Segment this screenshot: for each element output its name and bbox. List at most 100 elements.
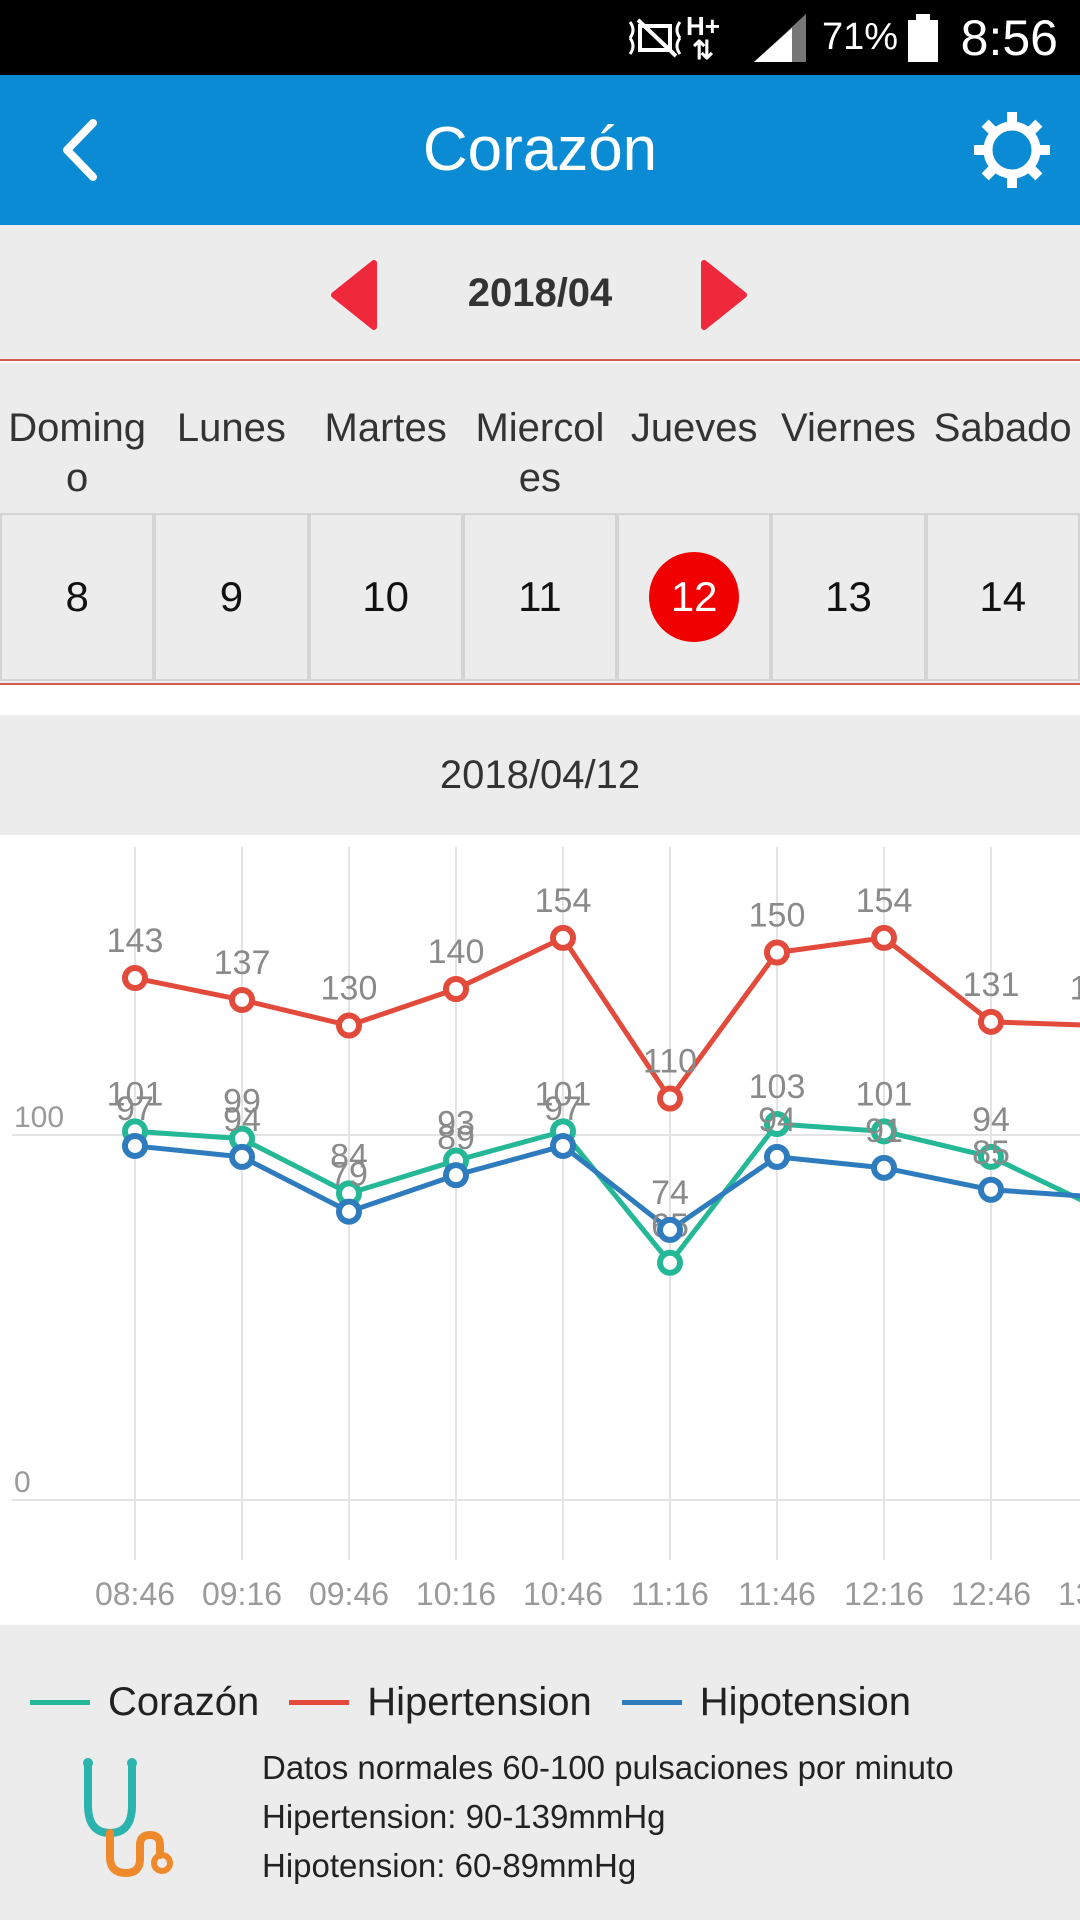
data-label: 150 <box>749 897 806 935</box>
series-line <box>134 1143 1080 1233</box>
mute-icon <box>620 0 690 75</box>
data-label: 93 <box>437 1105 475 1143</box>
network-label: H+ <box>686 10 720 41</box>
settings-button[interactable] <box>972 110 1052 190</box>
normal-ranges-info: Datos normales 60-100 pulsaciones por mi… <box>262 1743 954 1890</box>
data-label: 101 <box>856 1075 913 1113</box>
battery-percent: 71% <box>821 16 898 58</box>
data-point <box>336 1012 362 1039</box>
y-tick-label: 0 <box>14 1466 31 1499</box>
x-tick-label: 13:16 <box>1058 1576 1080 1612</box>
data-label: 94 <box>223 1101 261 1139</box>
data-label: 154 <box>856 882 913 920</box>
data-point <box>443 976 469 1002</box>
data-label: 103 <box>749 1068 806 1106</box>
day-cell[interactable]: 8 <box>0 513 155 681</box>
data-label: 137 <box>214 944 271 982</box>
data-label: 89 <box>437 1119 475 1157</box>
chevron-left-icon <box>63 119 97 181</box>
data-point <box>657 1085 683 1112</box>
prev-month-button[interactable] <box>330 259 378 331</box>
triangle-left-icon <box>331 260 377 330</box>
x-tick-label: 09:16 <box>202 1576 282 1612</box>
stethoscope-icon <box>78 1755 188 1885</box>
day-number: 13 <box>825 573 872 620</box>
data-label: 85 <box>972 1134 1010 1172</box>
x-tick-label: 12:16 <box>844 1576 924 1612</box>
weekday-label: Lunes <box>176 406 286 450</box>
x-tick-label: 11:46 <box>738 1576 816 1612</box>
gear-icon <box>974 112 1050 188</box>
data-point <box>122 965 148 992</box>
data-point <box>550 1132 576 1159</box>
weekday-label: Jueves <box>630 406 758 450</box>
day-number: 8 <box>65 573 89 620</box>
info-line: Datos normales 60-100 pulsaciones por mi… <box>262 1749 954 1786</box>
x-tick-label: 12:46 <box>951 1576 1031 1612</box>
data-label: 110 <box>643 1043 697 1081</box>
y-tick-label: 100 <box>14 1101 64 1134</box>
legend-swatch <box>289 1700 350 1705</box>
day-cell[interactable]: 9 <box>154 513 309 681</box>
week-days: 8 9 10 11 12 13 14 <box>0 513 1080 685</box>
weekday-label: Martes <box>324 406 447 450</box>
data-label: 97 <box>116 1090 154 1128</box>
data-point <box>229 1143 255 1170</box>
data-label: 94 <box>758 1101 796 1139</box>
day-cell[interactable]: 11 <box>462 513 618 681</box>
signal-icon <box>750 0 810 75</box>
legend-swatch <box>30 1700 90 1705</box>
day-cell-selected[interactable]: 12 <box>617 513 772 681</box>
data-label: 97 <box>544 1090 582 1128</box>
legend-label: Corazón <box>108 1680 260 1724</box>
data-point <box>764 1111 790 1138</box>
day-number: 11 <box>518 573 562 620</box>
status-time: 8:56 <box>960 9 1058 66</box>
data-label: 131 <box>963 966 1020 1004</box>
data-label: 101 <box>535 1075 592 1113</box>
info-line: Hipotension: 60-89mmHg <box>262 1847 637 1884</box>
heart-chart: 100 0 08:46 09:16 09:46 10:16 10:46 11:16 11:46 1… <box>0 835 1080 1625</box>
network-icon: H+ ⇅ <box>686 0 720 75</box>
data-label: 99 <box>223 1083 261 1121</box>
data-point <box>871 1118 897 1145</box>
legend-panel: Corazón Hipertension Hipotension Datos n… <box>0 1625 1080 1920</box>
month-selector: 2018/04 <box>0 225 1080 361</box>
next-month-button[interactable] <box>700 259 748 331</box>
data-label: 79 <box>330 1156 368 1194</box>
data-point <box>443 1162 469 1189</box>
data-point <box>871 924 897 951</box>
data-label: 154 <box>535 882 592 920</box>
data-label: 91 <box>865 1112 903 1150</box>
data-point <box>657 1216 683 1243</box>
data-point <box>657 1249 683 1276</box>
weekday-label: Miercoles <box>475 406 605 500</box>
data-point <box>122 1132 148 1159</box>
day-number: 12 <box>649 552 740 642</box>
day-number: 9 <box>219 573 244 620</box>
legend-label: Hipertension <box>367 1680 592 1724</box>
x-tick-label: 08:46 <box>95 1576 175 1612</box>
back-button[interactable] <box>40 110 120 190</box>
page-title: Corazón <box>422 115 658 184</box>
weekday-header: Domingo Lunes Martes Miercoles Jueves Vi… <box>0 363 1080 513</box>
selected-date: 2018/04/12 <box>0 715 1080 835</box>
data-label: 74 <box>651 1174 689 1212</box>
data-point <box>550 924 576 951</box>
series-line <box>134 1121 1080 1266</box>
data-arrows-icon: ⇅ <box>692 34 714 65</box>
weekday-label: Viernes <box>781 406 916 450</box>
data-label: 101 <box>107 1075 164 1113</box>
day-cell[interactable]: 13 <box>771 513 926 681</box>
data-label: 140 <box>428 933 485 971</box>
legend-item: Corazón <box>30 1680 259 1725</box>
chart-legend: Corazón Hipertension Hipotension <box>30 1680 941 1725</box>
legend-label: Hipotension <box>699 1680 912 1724</box>
day-cell[interactable]: 10 <box>308 513 463 681</box>
x-tick-label: 10:16 <box>416 1576 496 1612</box>
data-label: 130 <box>1070 970 1080 1008</box>
data-point <box>978 1143 1004 1170</box>
day-cell[interactable]: 14 <box>925 513 1080 681</box>
x-tick-label: 10:46 <box>523 1576 603 1612</box>
month-label: 2018/04 <box>467 271 613 315</box>
